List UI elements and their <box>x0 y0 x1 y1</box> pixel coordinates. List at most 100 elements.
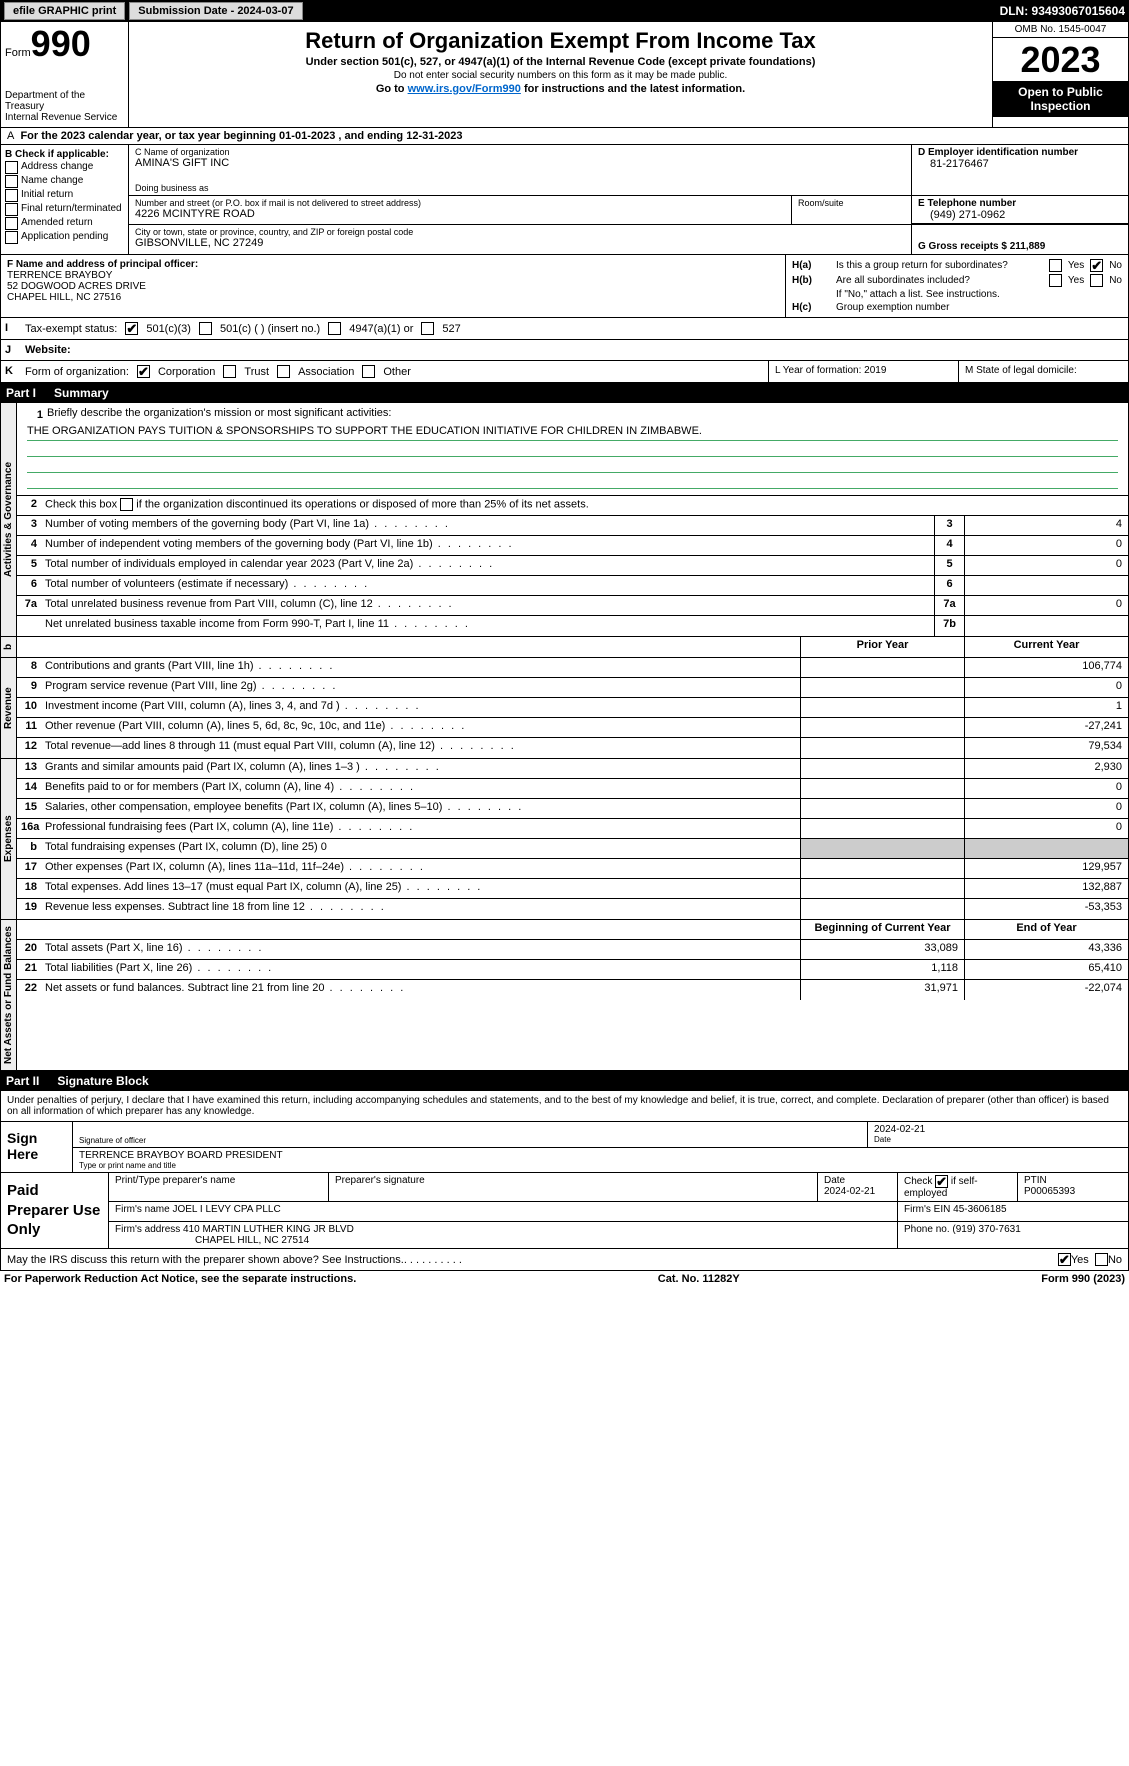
row-box: 7a <box>934 596 964 615</box>
hb-no-checkbox[interactable] <box>1090 274 1103 287</box>
summary-row: 21 Total liabilities (Part X, line 26) 1… <box>17 960 1128 980</box>
summary-row: 16a Professional fundraising fees (Part … <box>17 819 1128 839</box>
box-h: H(a) Is this a group return for subordin… <box>786 255 1128 317</box>
527-checkbox[interactable] <box>421 322 434 335</box>
summary-row: 3 Number of voting members of the govern… <box>17 516 1128 536</box>
row-text: Other expenses (Part IX, column (A), lin… <box>41 859 800 878</box>
row-prior <box>800 738 964 758</box>
mission-blank-3 <box>27 473 1118 489</box>
opt: Other <box>383 366 411 378</box>
row-num <box>17 616 41 636</box>
opt: Trust <box>244 366 269 378</box>
row-current: 0 <box>964 678 1128 697</box>
footer-form-num: 990 <box>1072 1273 1090 1285</box>
part1-b-header: b Prior Year Current Year <box>0 637 1129 658</box>
ha-no-checkbox[interactable] <box>1090 259 1103 272</box>
vtab-revenue: Revenue <box>1 658 17 758</box>
501c3-checkbox[interactable] <box>125 322 138 335</box>
no-label: No <box>1109 260 1122 271</box>
assoc-checkbox[interactable] <box>277 365 290 378</box>
summary-row: 19 Revenue less expenses. Subtract line … <box>17 899 1128 919</box>
hb-yes-checkbox[interactable] <box>1049 274 1062 287</box>
checkbox-address-change[interactable] <box>5 161 18 174</box>
k-label: K <box>1 361 21 382</box>
self-employed-checkbox[interactable] <box>935 1175 948 1188</box>
row-value <box>964 616 1128 636</box>
chk-label: Address change <box>21 161 93 172</box>
checkbox-initial-return[interactable] <box>5 189 18 202</box>
firm-name-label: Firm's name <box>115 1204 172 1215</box>
row-current: 129,957 <box>964 859 1128 878</box>
summary-row: 17 Other expenses (Part IX, column (A), … <box>17 859 1128 879</box>
row-prior <box>800 678 964 697</box>
ha-yes-checkbox[interactable] <box>1049 259 1062 272</box>
summary-row: 15 Salaries, other compensation, employe… <box>17 799 1128 819</box>
part2-header: Part II Signature Block <box>0 1071 1129 1091</box>
opt: 527 <box>442 323 460 335</box>
submission-date-button[interactable]: Submission Date - 2024-03-07 <box>129 2 302 20</box>
row-prior: 33,089 <box>800 940 964 959</box>
part1-revenue: Revenue 8 Contributions and grants (Part… <box>0 658 1129 759</box>
prep-date-value: 2024-02-21 <box>824 1186 875 1197</box>
row-value: 0 <box>964 536 1128 555</box>
discuss-no-checkbox[interactable] <box>1095 1253 1108 1266</box>
row-prior <box>800 658 964 677</box>
4947-checkbox[interactable] <box>328 322 341 335</box>
q2-checkbox[interactable] <box>120 498 133 511</box>
form-number: 990 <box>31 23 91 64</box>
discuss-yes-checkbox[interactable] <box>1058 1253 1071 1266</box>
open-to-public: Open to Public Inspection <box>993 81 1128 117</box>
col-beg-header: Beginning of Current Year <box>800 920 964 939</box>
summary-row: 5 Total number of individuals employed i… <box>17 556 1128 576</box>
row-num: 18 <box>17 879 41 898</box>
row-num: 4 <box>17 536 41 555</box>
part1-governance: Activities & Governance 1Briefly describ… <box>0 403 1129 637</box>
row-current: 2,930 <box>964 759 1128 778</box>
efile-graphic-print-button[interactable]: efile GRAPHIC print <box>4 2 125 20</box>
summary-row: 13 Grants and similar amounts paid (Part… <box>17 759 1128 779</box>
box-d: D Employer identification number 81-2176… <box>912 145 1128 195</box>
irs-link[interactable]: www.irs.gov/Form990 <box>408 83 521 95</box>
q1-text: Briefly describe the organization's miss… <box>47 407 391 423</box>
checkbox-name-change[interactable] <box>5 175 18 188</box>
row-text: Professional fundraising fees (Part IX, … <box>41 819 800 838</box>
city-label: City or town, state or province, country… <box>135 227 905 237</box>
row-text: Number of voting members of the governin… <box>41 516 934 535</box>
ptin-value: P00065393 <box>1024 1186 1075 1197</box>
chk-label: Application pending <box>21 231 108 242</box>
row-num: 20 <box>17 940 41 959</box>
row-prior <box>800 799 964 818</box>
row-num: 12 <box>17 738 41 758</box>
part1-text: Summary <box>54 386 109 400</box>
officer-street: 52 DOGWOOD ACRES DRIVE <box>7 281 779 292</box>
col-current-header: Current Year <box>964 637 1128 657</box>
row-box: 6 <box>934 576 964 595</box>
paid-preparer-label: Paid Preparer Use Only <box>1 1173 109 1248</box>
org-name-value: AMINA'S GIFT INC <box>135 157 905 169</box>
row-text: Program service revenue (Part VIII, line… <box>41 678 800 697</box>
k-text: Form of organization: <box>25 366 129 378</box>
sign-here-label: Sign Here <box>1 1122 73 1172</box>
no-label: No <box>1109 275 1122 286</box>
501c-checkbox[interactable] <box>199 322 212 335</box>
corp-checkbox[interactable] <box>137 365 150 378</box>
part1-expenses: Expenses 13 Grants and similar amounts p… <box>0 759 1129 920</box>
other-checkbox[interactable] <box>362 365 375 378</box>
summary-row: 18 Total expenses. Add lines 13–17 (must… <box>17 879 1128 899</box>
line-klm: K Form of organization: Corporation Trus… <box>0 361 1129 383</box>
dln-label: DLN: 93493067015604 <box>1000 4 1125 18</box>
summary-row: 14 Benefits paid to or for members (Part… <box>17 779 1128 799</box>
checkbox-amended[interactable] <box>5 217 18 230</box>
checkbox-final-return[interactable] <box>5 203 18 216</box>
checkbox-app-pending[interactable] <box>5 231 18 244</box>
row-prior <box>800 779 964 798</box>
row-current: 1 <box>964 698 1128 717</box>
phone-label: E Telephone number <box>918 198 1122 209</box>
row-text: Total assets (Part X, line 16) <box>41 940 800 959</box>
row-text: Number of independent voting members of … <box>41 536 934 555</box>
officer-label: F Name and address of principal officer: <box>7 259 779 270</box>
summary-row: 10 Investment income (Part VIII, column … <box>17 698 1128 718</box>
trust-checkbox[interactable] <box>223 365 236 378</box>
officer-name-title: TERRENCE BRAYBOY BOARD PRESIDENT <box>79 1150 1122 1161</box>
row-prior: 31,971 <box>800 980 964 1000</box>
